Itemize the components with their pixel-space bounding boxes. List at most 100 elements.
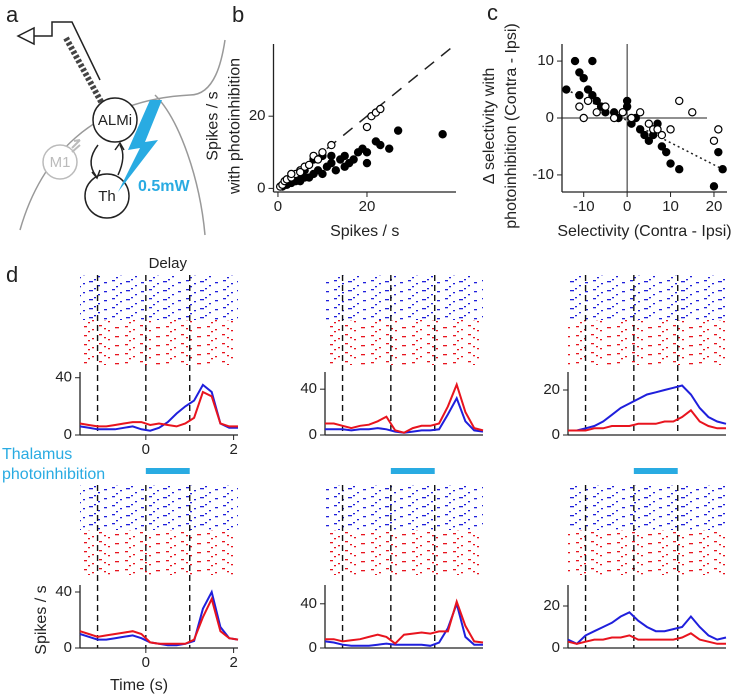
y-tick-label: 0 (64, 426, 72, 443)
point (657, 130, 667, 140)
point (675, 96, 684, 106)
point (601, 102, 610, 111)
raster (80, 275, 238, 320)
y-axis-label: photoinhibition (Contra - Ipsi) (503, 23, 520, 228)
y-tick-label: 0 (552, 639, 560, 656)
point (570, 56, 580, 66)
point (438, 130, 447, 139)
psth-line (325, 381, 484, 434)
power-label: 0.5mW (138, 178, 190, 195)
y-axis-label: with photoinhibition (227, 58, 244, 195)
point (393, 126, 403, 135)
point (688, 108, 697, 117)
y-tick-label: 0 (309, 639, 317, 656)
point (588, 91, 597, 100)
point (340, 151, 349, 161)
y-tick-label: 0 (64, 639, 72, 656)
reference-line (566, 88, 723, 170)
point (662, 147, 671, 157)
x-axis-label: Spikes / s (330, 223, 399, 240)
y-tick-label: 40 (55, 583, 72, 600)
point (657, 142, 667, 151)
arrow (117, 144, 124, 176)
y-tick-label: 40 (55, 369, 72, 386)
raster (325, 485, 483, 530)
x-axis-label: Time (s) (110, 677, 168, 694)
point (627, 113, 636, 123)
panel-label: b (232, 2, 244, 27)
raster (568, 320, 726, 365)
arrow (71, 139, 81, 153)
arrow (90, 144, 99, 177)
point (622, 96, 632, 106)
point (588, 56, 597, 66)
y-tick-label: 0 (546, 109, 554, 126)
point (579, 113, 588, 123)
node-label: ALMi (98, 112, 132, 129)
x-tick-label: 2 (229, 654, 237, 671)
point (340, 162, 349, 171)
point (349, 155, 358, 164)
psth-line (568, 384, 727, 432)
y-axis-label: Spikes / s (33, 585, 50, 654)
x-tick-label: 10 (662, 198, 679, 215)
point (287, 169, 296, 179)
point (318, 148, 327, 157)
point (327, 151, 336, 161)
reference-line (277, 43, 457, 189)
x-tick-label: 0 (142, 441, 150, 458)
point (575, 102, 584, 111)
x-tick-label: 20 (706, 198, 723, 215)
psth-line (79, 596, 239, 645)
point (675, 165, 684, 174)
point (304, 160, 314, 170)
raster (80, 530, 238, 575)
panel-label: c (487, 0, 498, 25)
x-tick-label: 2 (229, 441, 237, 458)
psth-line (79, 589, 239, 647)
y-tick-label: 40 (300, 595, 317, 612)
node-label: Th (98, 188, 116, 205)
point (709, 136, 719, 145)
point (313, 155, 323, 164)
point (653, 125, 662, 134)
brain-outline (19, 39, 226, 231)
point (318, 169, 327, 179)
point (331, 166, 341, 175)
point (362, 158, 372, 168)
point (666, 159, 675, 168)
photoinhibition-label: Thalamus (2, 446, 72, 463)
point (714, 125, 723, 134)
raster (325, 320, 483, 365)
point (592, 108, 601, 117)
point (385, 144, 394, 153)
point (575, 68, 584, 77)
point (376, 140, 385, 150)
panel-label: a (6, 2, 19, 27)
psth-line (568, 408, 726, 432)
point (635, 108, 645, 117)
y-tick-label: 20 (543, 381, 560, 398)
point (644, 119, 654, 128)
point (666, 125, 675, 134)
y-tick-label: 10 (537, 52, 554, 69)
raster (80, 320, 238, 365)
raster (80, 485, 238, 530)
point (327, 158, 336, 168)
point (296, 167, 305, 177)
point (592, 96, 601, 106)
light-bar (633, 468, 678, 474)
point (709, 182, 719, 191)
point (579, 73, 588, 83)
point (618, 108, 627, 117)
light-bar (145, 468, 190, 474)
psth-line (567, 632, 726, 645)
point (718, 165, 727, 174)
x-tick-label: 0 (274, 198, 282, 215)
raster (568, 530, 726, 575)
annotation: Delay (149, 255, 188, 272)
point (644, 136, 654, 145)
point (376, 104, 385, 114)
neuron (16, 26, 35, 46)
x-axis-label: Selectivity (Contra - Ipsi) (557, 223, 731, 240)
